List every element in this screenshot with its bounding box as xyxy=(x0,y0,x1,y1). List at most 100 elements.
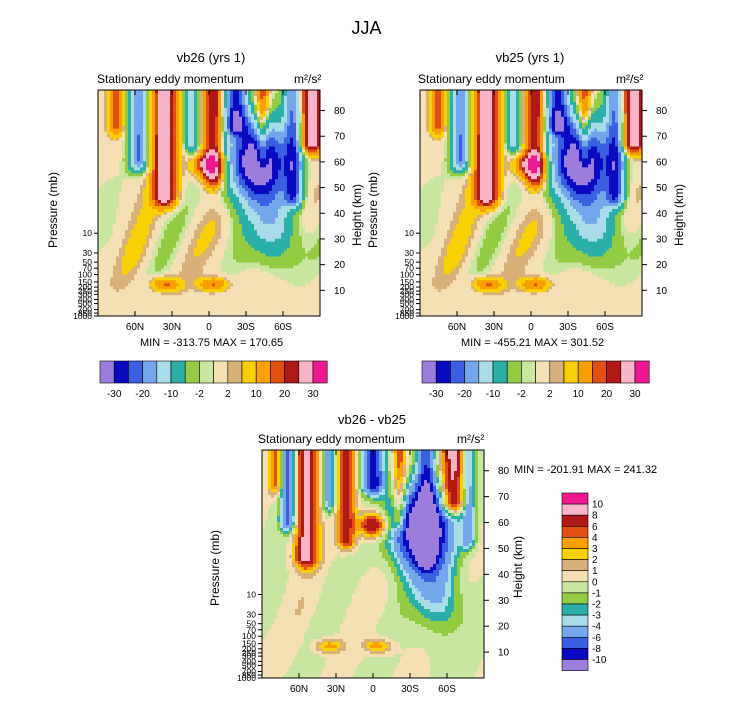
contour-cell xyxy=(176,179,180,183)
contour-cell xyxy=(278,113,282,118)
contour-cell xyxy=(251,265,255,269)
contour-cell xyxy=(197,110,201,115)
contour-cell xyxy=(281,256,285,260)
contour-cell xyxy=(140,134,144,138)
contour-cell xyxy=(143,95,147,100)
contour-cell xyxy=(176,220,180,225)
contour-cell xyxy=(191,203,195,207)
contour-cell xyxy=(257,271,261,275)
contour-cell xyxy=(272,241,276,246)
contour-cell xyxy=(317,274,321,278)
contour-cell xyxy=(203,200,207,204)
contour-cell xyxy=(293,95,297,100)
contour-cell xyxy=(254,203,258,207)
contour-cell xyxy=(182,211,186,216)
contour-cell xyxy=(215,173,219,177)
contour-cell xyxy=(233,229,237,234)
contour-cell xyxy=(206,188,210,192)
contour-cell xyxy=(296,197,300,201)
contour-cell xyxy=(98,277,102,281)
contour-cell xyxy=(188,205,192,210)
contour-cell xyxy=(176,104,180,109)
contour-cell xyxy=(137,203,141,207)
contour-cell xyxy=(266,140,270,144)
contour-cell xyxy=(302,107,306,112)
contour-cell xyxy=(269,238,273,243)
contour-cell xyxy=(137,173,141,177)
contour-cell xyxy=(239,143,243,147)
contour-cell xyxy=(113,107,117,112)
contour-cell xyxy=(305,155,309,159)
contour-cell xyxy=(254,235,258,240)
contour-cell xyxy=(293,176,297,180)
contour-cell xyxy=(161,134,165,138)
contour-cell xyxy=(200,247,204,251)
contour-cell xyxy=(242,274,246,278)
contour-cell xyxy=(248,119,252,124)
contour-cell xyxy=(131,235,135,240)
contour-cell xyxy=(158,191,162,195)
contour-cell xyxy=(239,167,243,171)
contour-cell xyxy=(140,149,144,153)
contour-cell xyxy=(230,286,234,290)
contour-cell xyxy=(113,128,117,133)
contour-cell xyxy=(293,244,297,248)
contour-cell xyxy=(164,205,168,210)
contour-cell xyxy=(98,200,102,204)
contour-cell xyxy=(182,146,186,150)
contour-cell xyxy=(182,223,186,228)
contour-cell xyxy=(254,274,258,278)
contour-cell xyxy=(212,113,216,118)
contour-cell xyxy=(212,208,216,213)
contour-cell xyxy=(197,229,201,234)
contour-cell xyxy=(203,274,207,278)
contour-cell xyxy=(104,92,108,97)
contour-cell xyxy=(182,98,186,103)
contour-cell xyxy=(215,232,219,237)
contour-cell xyxy=(266,223,270,228)
contour-cell xyxy=(131,223,135,228)
contour-cell xyxy=(164,238,168,243)
contour-cell xyxy=(155,271,159,275)
contour-cell xyxy=(110,274,114,278)
contour-cell xyxy=(278,110,282,115)
contour-cell xyxy=(245,223,249,228)
contour-cell xyxy=(215,247,219,251)
contour-cell xyxy=(314,208,318,213)
contour-cell xyxy=(161,203,165,207)
contour-cell xyxy=(158,179,162,183)
contour-cell xyxy=(302,92,306,97)
contour-cell xyxy=(170,161,174,165)
contour-cell xyxy=(230,250,234,254)
contour-cell xyxy=(302,140,306,144)
contour-cell xyxy=(134,280,138,284)
contour-cell xyxy=(206,256,210,260)
contour-cell xyxy=(191,265,195,269)
contour-cell xyxy=(263,131,267,135)
contour-cell xyxy=(254,271,258,275)
contour-cell xyxy=(233,116,237,121)
contour-cell xyxy=(248,176,252,180)
contour-cell xyxy=(227,125,231,130)
contour-cell xyxy=(146,110,150,115)
contour-cell xyxy=(200,152,204,156)
contour-cell xyxy=(101,176,105,180)
contour-cell xyxy=(299,185,303,189)
contour-cell xyxy=(287,265,291,269)
contour-cell xyxy=(200,98,204,103)
contour-cell xyxy=(263,259,267,263)
contour-cell xyxy=(278,98,282,103)
contour-cell xyxy=(191,229,195,234)
contour-cell xyxy=(146,176,150,180)
contour-cell xyxy=(140,140,144,144)
contour-cell xyxy=(191,235,195,240)
contour-cell xyxy=(293,101,297,106)
contour-cell xyxy=(197,143,201,147)
contour-cell xyxy=(266,271,270,275)
contour-cell xyxy=(275,90,279,94)
contour-cell xyxy=(185,197,189,201)
contour-cell xyxy=(284,250,288,254)
contour-cell xyxy=(227,259,231,263)
contour-cell xyxy=(257,229,261,234)
contour-cell xyxy=(158,119,162,124)
